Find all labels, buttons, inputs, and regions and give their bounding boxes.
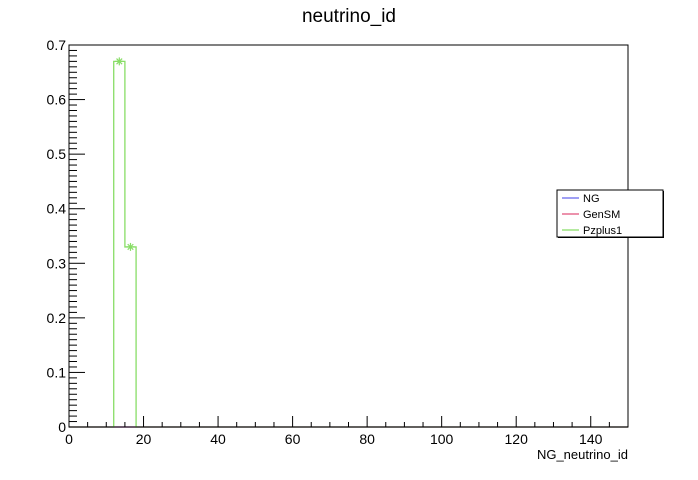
plot-frame — [68, 44, 629, 428]
y-tick-label-0: 0 — [58, 419, 66, 435]
x-tick-label-5: 100 — [430, 431, 454, 447]
y-tick-label-5: 0.5 — [47, 146, 67, 162]
series-marker-2-0 — [115, 57, 124, 66]
y-tick-label-2: 0.2 — [47, 310, 67, 326]
plot-axes: 0 20 40 60 80 100 120 140 0 0.1 0.2 0.3 0.4 0.5 0.6 0.7 — [47, 37, 629, 447]
x-tick-label-1: 20 — [136, 431, 152, 447]
legend: NG GenSM Pzplus1 — [556, 189, 664, 238]
x-tick-label-6: 120 — [505, 431, 529, 447]
series-marker-2-1 — [126, 242, 135, 251]
legend-label-0: NG — [583, 193, 600, 205]
x-tick-label-3: 60 — [285, 431, 301, 447]
x-tick-label-7: 140 — [579, 431, 603, 447]
legend-label-1: GenSM — [583, 209, 620, 221]
x-tick-label-2: 40 — [210, 431, 226, 447]
series-line-2 — [69, 60, 628, 428]
y-tick-label-1: 0.1 — [47, 364, 67, 380]
y-tick-label-6: 0.6 — [47, 92, 67, 108]
y-tick-label-3: 0.3 — [47, 255, 67, 271]
chart-title: neutrino_id — [302, 6, 396, 27]
plot-series — [69, 57, 628, 428]
y-tick-label-4: 0.4 — [47, 201, 67, 217]
x-tick-label-0: 0 — [65, 431, 73, 447]
legend-label-2: Pzplus1 — [583, 225, 622, 237]
y-tick-label-7: 0.7 — [47, 37, 67, 53]
x-tick-label-4: 80 — [359, 431, 375, 447]
x-axis-label: NG_neutrino_id — [537, 447, 628, 462]
